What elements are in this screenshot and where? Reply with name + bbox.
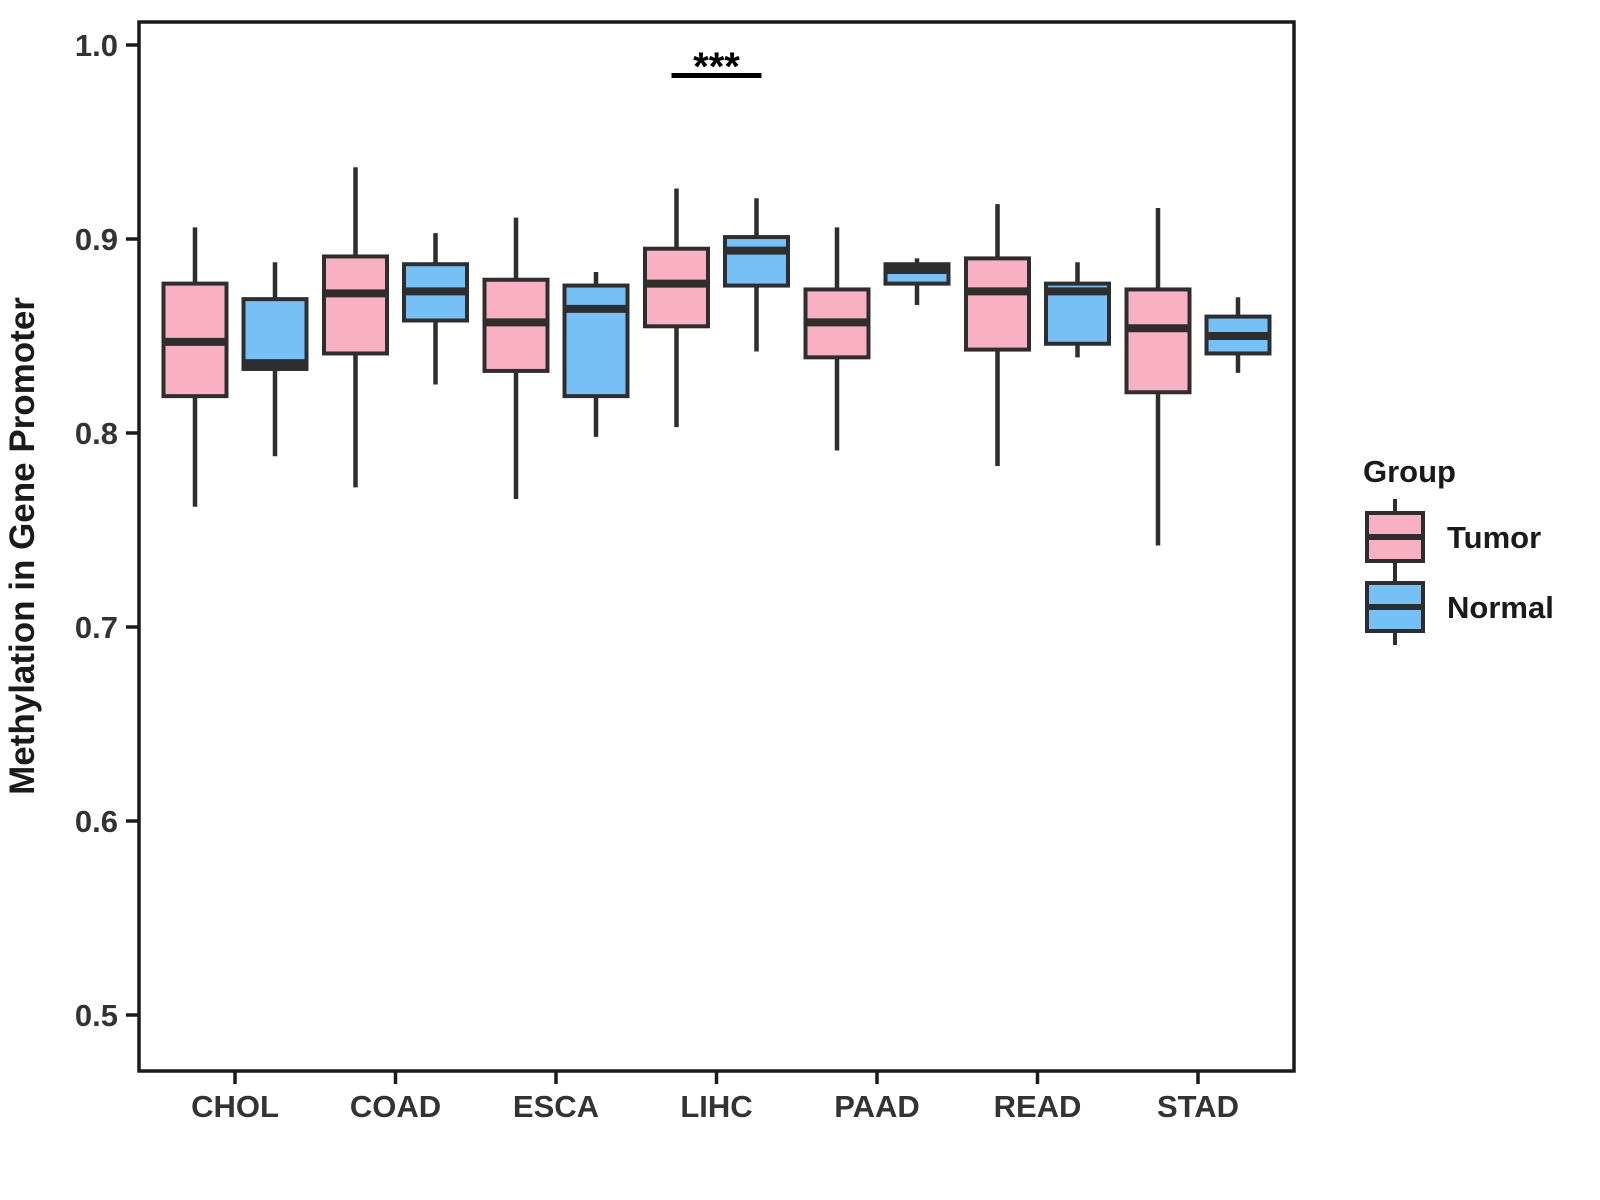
significance-annotation: *** bbox=[671, 45, 762, 89]
iqr-box bbox=[562, 283, 630, 399]
box-tumor-read bbox=[964, 204, 1031, 466]
iqr-box bbox=[1124, 287, 1192, 395]
box-tumor-lihc bbox=[643, 188, 710, 428]
axis-ticks: 1.0 0.9 0.8 0.7 0.6 0.5 CHOL COAD ESCA LIHC PAAD RE… bbox=[75, 28, 1239, 1124]
iqr-box bbox=[964, 256, 1031, 352]
box-tumor-stad bbox=[1124, 207, 1192, 546]
box-series bbox=[161, 167, 1272, 546]
x-tick-label: CHOL bbox=[191, 1089, 279, 1124]
y-tick-label: 0.6 bbox=[75, 804, 118, 839]
box-normal-coad bbox=[402, 233, 469, 385]
box-tumor-paad bbox=[803, 227, 871, 451]
x-tick-label: PAAD bbox=[834, 1089, 920, 1124]
legend-label-normal: Normal bbox=[1447, 590, 1554, 625]
legend-title: Group bbox=[1363, 454, 1456, 489]
iqr-box bbox=[241, 297, 309, 371]
box-tumor-esca bbox=[482, 217, 550, 499]
x-tick-label: READ bbox=[994, 1089, 1082, 1124]
y-tick-label: 0.8 bbox=[75, 416, 118, 451]
y-tick-label: 0.7 bbox=[75, 610, 118, 645]
y-tick-label: 0.5 bbox=[75, 998, 118, 1033]
iqr-box bbox=[322, 254, 389, 356]
box-normal-paad bbox=[883, 258, 951, 305]
box-normal-stad bbox=[1204, 297, 1272, 373]
box-normal-read bbox=[1044, 262, 1111, 358]
legend-key-normal-icon bbox=[1365, 569, 1425, 645]
box-tumor-chol bbox=[161, 227, 229, 507]
x-tick-label: LIHC bbox=[680, 1089, 752, 1124]
y-axis-title: Methylation in Gene Promoter bbox=[3, 297, 42, 795]
significance-stars: *** bbox=[693, 45, 740, 89]
legend-key-tumor-icon bbox=[1365, 499, 1425, 575]
legend: Group Tumor Normal bbox=[1363, 454, 1554, 645]
box-normal-esca bbox=[562, 271, 630, 437]
x-tick-label: STAD bbox=[1157, 1089, 1239, 1124]
box-normal-chol bbox=[241, 262, 309, 457]
legend-label-tumor: Tumor bbox=[1447, 520, 1541, 555]
y-tick-label: 0.9 bbox=[75, 222, 118, 257]
x-tick-label: COAD bbox=[350, 1089, 441, 1124]
panel-border bbox=[137, 20, 1296, 1073]
y-tick-label: 1.0 bbox=[75, 28, 118, 63]
x-tick-label: ESCA bbox=[513, 1089, 599, 1124]
iqr-box bbox=[723, 235, 790, 288]
box-normal-lihc bbox=[723, 198, 790, 352]
box-tumor-coad bbox=[322, 167, 389, 488]
